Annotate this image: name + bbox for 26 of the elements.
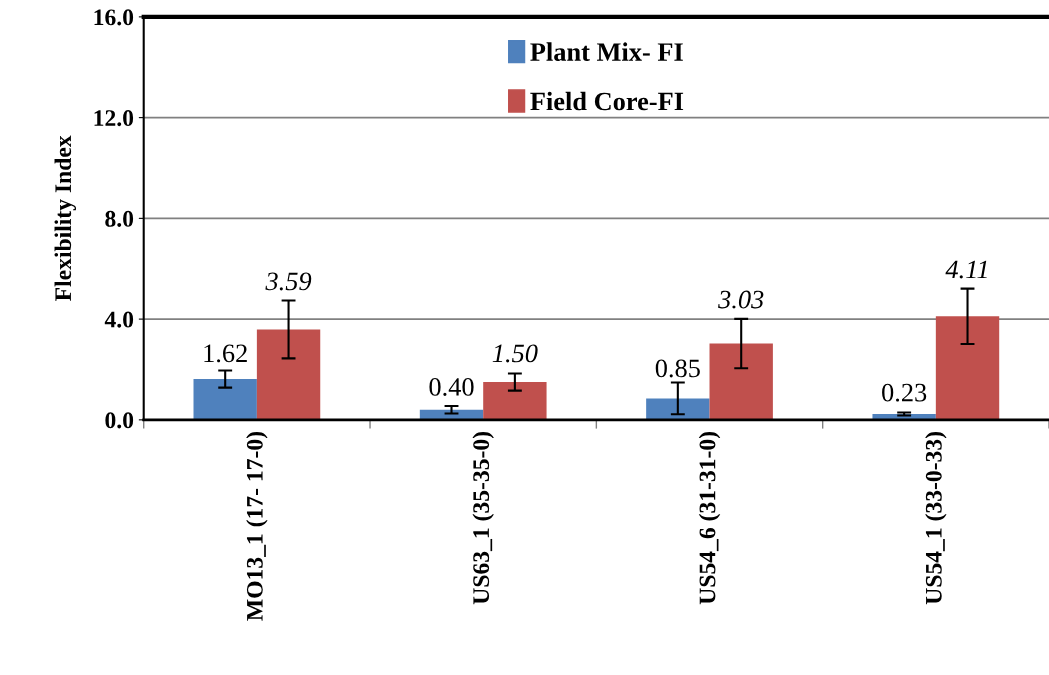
legend-label: Plant Mix- FI xyxy=(530,42,683,61)
data-label: 0.23 xyxy=(882,383,927,402)
y-tick-label: 12.0 xyxy=(94,110,134,127)
bar xyxy=(646,398,710,420)
bar xyxy=(709,343,773,420)
x-tick-label: US54_1 (33-0-33) xyxy=(925,431,947,605)
y-tick-label: 16.0 xyxy=(94,9,134,26)
data-label: 0.40 xyxy=(429,378,474,396)
data-label: 3.59 xyxy=(265,272,312,291)
data-label: 4.11 xyxy=(945,260,987,279)
data-label: 1.62 xyxy=(204,344,247,363)
bar xyxy=(193,379,257,420)
x-tick-label: MO13_1 (17- 17-0) xyxy=(246,432,268,621)
x-tick-label: US54_6 (31-31-0) xyxy=(698,431,721,605)
legend-label: Field Core-FI xyxy=(530,91,684,111)
y-tick-label: 4.0 xyxy=(104,311,134,328)
bar xyxy=(935,316,1000,420)
data-label: 3.03 xyxy=(718,290,764,309)
bar xyxy=(256,329,321,420)
y-tick-label: 0.0 xyxy=(105,412,134,429)
y-axis-title: Flexibility Index xyxy=(54,135,76,301)
data-label: 1.50 xyxy=(492,344,538,363)
x-tick-label: US63_1 (35-35-0) xyxy=(472,431,494,605)
data-label: 0.85 xyxy=(655,359,700,378)
bar xyxy=(483,382,547,420)
y-tick-label: 8.0 xyxy=(105,210,134,227)
